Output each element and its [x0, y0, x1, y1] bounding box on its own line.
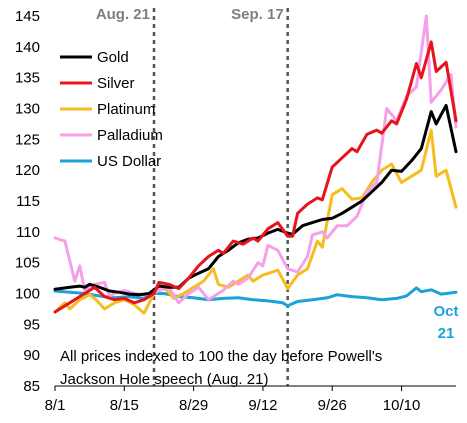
- legend-label: US Dollar: [97, 153, 161, 170]
- end-date-label-line1: Oct: [433, 303, 458, 320]
- y-tick-label: 125: [15, 131, 40, 148]
- series-line-us-dollar: [53, 286, 458, 308]
- series-line-platinum: [53, 128, 458, 315]
- y-tick-label: 85: [23, 378, 40, 395]
- series-line-palladium: [53, 14, 458, 305]
- x-tick-label: 10/10: [383, 397, 421, 414]
- series-line-silver: [53, 40, 458, 314]
- y-tick-label: 100: [15, 286, 40, 303]
- legend-label: Platinum: [97, 101, 155, 118]
- x-tick-label: 8/1: [45, 397, 66, 414]
- y-tick-label: 115: [16, 193, 40, 210]
- y-tick-label: 105: [15, 255, 40, 272]
- event-line-label: Aug. 21: [96, 6, 150, 23]
- x-tick-label: 9/12: [248, 397, 277, 414]
- y-tick-label: 120: [15, 162, 40, 179]
- x-tick-label: 9/26: [318, 397, 347, 414]
- series-lines: [53, 14, 458, 315]
- y-tick-label: 110: [16, 224, 40, 241]
- event-line-label: Sep. 17: [231, 6, 284, 23]
- legend-label: Gold: [97, 49, 129, 66]
- y-axis-ticks: 85 90 95 100 105 110 115 120 125 130 135 140 145: [15, 8, 40, 395]
- end-date-label-line2: 21: [438, 325, 455, 342]
- y-tick-label: 95: [23, 316, 40, 333]
- x-tick-label: 8/15: [110, 397, 139, 414]
- event-lines: Aug. 21 Sep. 17: [96, 6, 289, 386]
- y-tick-label: 135: [15, 70, 40, 87]
- legend-label: Silver: [97, 75, 135, 92]
- y-tick-label: 90: [23, 347, 40, 364]
- legend: Gold Silver Platinum Palladium US Dollar: [60, 49, 163, 170]
- y-tick-label: 140: [15, 39, 40, 56]
- legend-label: Palladium: [97, 127, 163, 144]
- x-axis-ticks: 8/1 8/15 8/29 9/12 9/26 10/10: [45, 386, 421, 414]
- y-tick-label: 145: [15, 8, 40, 25]
- x-tick-label: 8/29: [179, 397, 208, 414]
- footnote-line1: All prices indexed to 100 the day before…: [60, 348, 382, 365]
- y-tick-label: 130: [15, 101, 40, 118]
- series-line-gold: [53, 103, 458, 297]
- footnote-line2: Jackson Hole speech (Aug. 21): [60, 371, 268, 388]
